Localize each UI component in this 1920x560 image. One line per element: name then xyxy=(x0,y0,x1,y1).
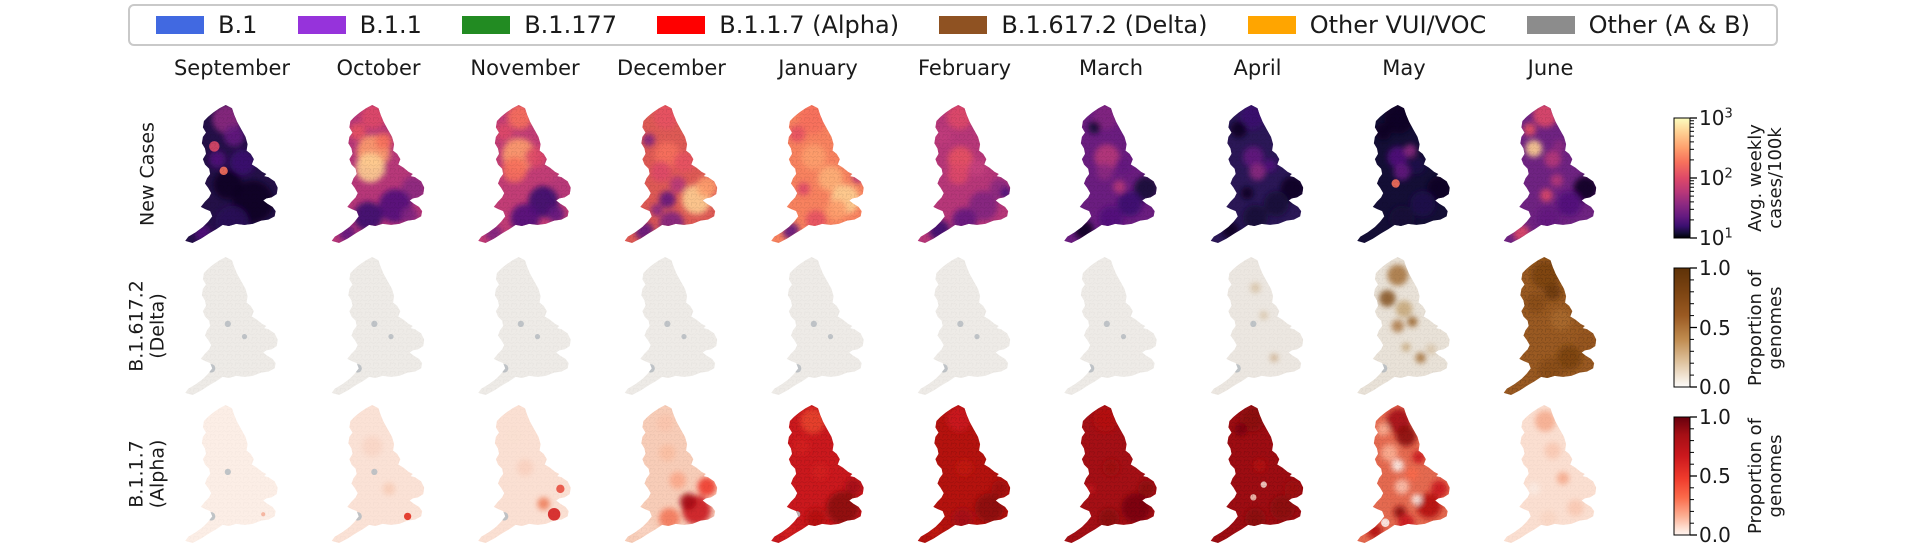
legend-swatch-b-1-1 xyxy=(297,16,346,34)
map-alpha-february xyxy=(917,405,1011,543)
colorbar-1-tick-1: 0.5 xyxy=(1699,315,1731,340)
colorbar-0 xyxy=(1673,117,1697,239)
colorbar-2-tick-0: 1.0 xyxy=(1699,405,1731,429)
legend-label: B.1.617.2 (Delta) xyxy=(1001,11,1208,39)
month-header-december: December xyxy=(617,56,726,80)
variant-legend: B.1 B.1.1 B.1.177 B.1.1.7 (Alpha) B.1.617.2 … xyxy=(128,4,1778,46)
map-delta-december xyxy=(624,257,718,395)
legend-item-b-1-177: B.1.177 xyxy=(462,11,617,39)
map-alpha-january xyxy=(771,405,864,543)
tick-exponent: 2 xyxy=(1724,166,1733,182)
legend-swatch-b-1 xyxy=(156,16,204,34)
map-alpha-november xyxy=(478,405,571,543)
map-delta-september xyxy=(185,257,278,395)
map-new-cases-june xyxy=(1503,105,1597,243)
legend-label: B.1.1.7 (Alpha) xyxy=(719,11,900,39)
legend-item-b-1: B.1 xyxy=(156,11,257,39)
legend-swatch-b-1-177 xyxy=(462,16,511,34)
map-new-cases-december xyxy=(624,105,718,243)
colorbar-2-tick-1: 0.5 xyxy=(1699,464,1731,488)
map-new-cases-january xyxy=(771,105,864,243)
month-header-february: February xyxy=(917,56,1012,80)
map-alpha-september xyxy=(185,405,278,543)
map-new-cases-october xyxy=(331,105,425,243)
legend-label: B.1.177 xyxy=(524,11,618,39)
legend-swatch-b-1-617-2-delta xyxy=(939,16,988,34)
legend-label: Other VUI/VOC xyxy=(1309,11,1487,39)
month-header-october: October xyxy=(336,56,421,80)
legend-item-b-1-1-7-alpha: B.1.1.7 (Alpha) xyxy=(657,11,899,39)
legend-item-other-a-b: Other (A & B) xyxy=(1526,11,1750,39)
map-alpha-march xyxy=(1064,405,1157,543)
map-delta-june xyxy=(1503,257,1597,395)
map-delta-january xyxy=(771,257,864,395)
map-alpha-december xyxy=(624,405,718,543)
colorbar-0-tick-2: 101 xyxy=(1699,226,1733,250)
map-alpha-may xyxy=(1357,405,1450,543)
colorbar-1 xyxy=(1673,267,1697,388)
legend-label: B.1.1 xyxy=(359,11,422,39)
colorbar-0-tick-1: 102 xyxy=(1699,166,1733,190)
map-new-cases-september xyxy=(185,105,278,243)
month-header-april: April xyxy=(1233,56,1282,80)
legend-item-b-1-1: B.1.1 xyxy=(297,11,422,39)
map-delta-march xyxy=(1064,257,1157,395)
tick-exponent: 1 xyxy=(1724,226,1733,242)
legend-item-b-1-617-2-delta: B.1.617.2 (Delta) xyxy=(939,11,1207,39)
map-alpha-october xyxy=(331,405,425,543)
legend-swatch-other-a-b xyxy=(1526,16,1575,34)
colorbar-2 xyxy=(1673,416,1697,536)
map-delta-october xyxy=(331,257,425,395)
map-new-cases-april xyxy=(1210,105,1304,243)
map-alpha-april xyxy=(1210,405,1304,543)
legend-swatch-other-vui-voc xyxy=(1247,16,1296,34)
map-new-cases-march xyxy=(1064,105,1157,243)
colorbar-1-tick-0: 1.0 xyxy=(1699,256,1731,280)
month-header-november: November xyxy=(470,56,580,80)
month-header-september: September xyxy=(173,56,291,80)
colorbar-0-tick-0: 103 xyxy=(1699,106,1733,130)
tick-exponent: 3 xyxy=(1724,106,1733,122)
legend-item-other-vui-voc: Other VUI/VOC xyxy=(1247,11,1487,39)
colorbar-1-tick-2: 0.0 xyxy=(1699,375,1731,399)
map-alpha-june xyxy=(1503,405,1597,543)
map-delta-november xyxy=(478,257,571,395)
colorbar-2-tick-2: 0.0 xyxy=(1699,523,1731,547)
month-header-january: January xyxy=(778,56,858,80)
map-delta-april xyxy=(1210,257,1304,395)
map-new-cases-november xyxy=(478,105,571,243)
map-new-cases-february xyxy=(917,105,1011,243)
map-new-cases-may xyxy=(1357,105,1450,243)
legend-swatch-b-1-1-7-alpha xyxy=(657,16,706,34)
month-header-june: June xyxy=(1527,56,1574,80)
legend-label: B.1 xyxy=(218,11,258,39)
month-header-march: March xyxy=(1078,56,1144,80)
map-delta-may xyxy=(1357,257,1450,395)
legend-label: Other (A & B) xyxy=(1588,11,1750,39)
map-delta-february xyxy=(917,257,1011,395)
month-header-may: May xyxy=(1382,56,1426,80)
